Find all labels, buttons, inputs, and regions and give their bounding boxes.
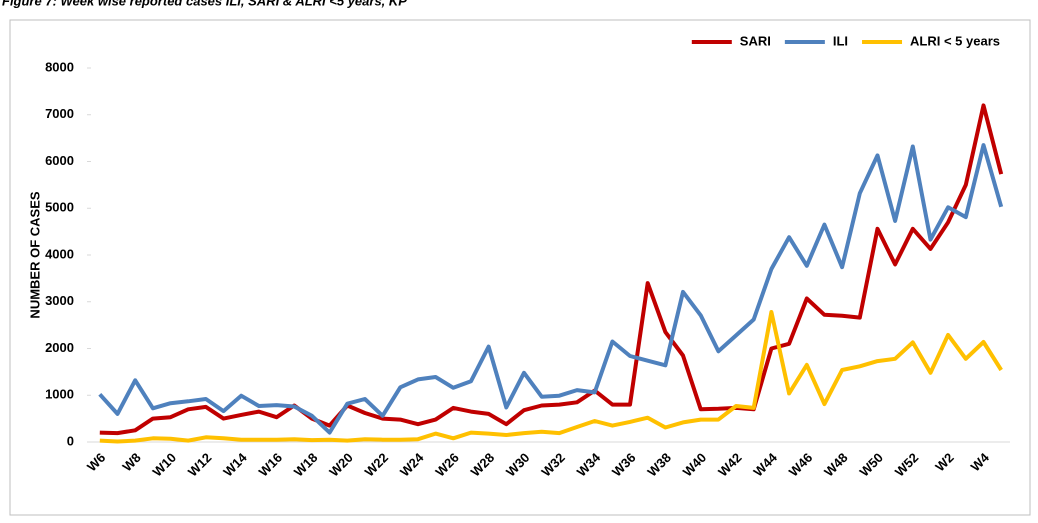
x-tick-label: W32 bbox=[538, 450, 568, 480]
x-tick-label: W6 bbox=[84, 450, 108, 474]
y-tick-label: 1000 bbox=[45, 387, 74, 402]
x-tick-label: W18 bbox=[291, 450, 321, 480]
x-tick-label: W48 bbox=[821, 450, 851, 480]
x-tick-label: W8 bbox=[119, 450, 143, 474]
x-tick-label: W46 bbox=[786, 450, 816, 480]
y-tick-label: 4000 bbox=[45, 246, 74, 261]
line-series bbox=[98, 143, 1004, 435]
x-tick-label: W50 bbox=[856, 450, 886, 480]
legend-label: ALRI < 5 years bbox=[910, 33, 1000, 48]
y-tick-label: 2000 bbox=[45, 340, 74, 355]
x-tick-label: W34 bbox=[574, 449, 604, 479]
x-tick-label: W36 bbox=[609, 450, 639, 480]
x-tick-label: W24 bbox=[397, 449, 427, 479]
x-tick-label: W20 bbox=[326, 450, 356, 480]
y-tick-label: 7000 bbox=[45, 106, 74, 121]
chart-border bbox=[9, 19, 1031, 516]
legend-label: ILI bbox=[833, 33, 848, 48]
y-tick-label: 3000 bbox=[45, 293, 74, 308]
line-series bbox=[99, 310, 1003, 444]
y-tick-label: 6000 bbox=[45, 153, 74, 168]
x-tick-label: W22 bbox=[362, 450, 392, 480]
x-tick-label: W26 bbox=[432, 450, 462, 480]
x-tick-label: W14 bbox=[220, 449, 250, 479]
y-tick-label: 5000 bbox=[45, 200, 74, 215]
y-tick-label: 8000 bbox=[45, 59, 74, 74]
x-tick-label: W10 bbox=[150, 450, 180, 480]
line-series bbox=[99, 103, 1004, 436]
x-tick-label: W38 bbox=[644, 450, 674, 480]
y-tick-label: 0 bbox=[67, 433, 74, 448]
x-tick-label: W16 bbox=[256, 450, 286, 480]
y-axis-label: NUMBER OF CASES bbox=[27, 191, 42, 318]
x-tick-label: W52 bbox=[892, 450, 922, 480]
chart-title: Figure 7: Week wise reported cases ILI, … bbox=[2, 0, 407, 8]
legend-label: SARI bbox=[740, 33, 771, 48]
x-tick-label: W42 bbox=[715, 450, 745, 480]
x-tick-label: W28 bbox=[468, 450, 498, 480]
x-tick-label: W40 bbox=[680, 450, 710, 480]
x-tick-label: W44 bbox=[750, 449, 780, 479]
x-tick-label: W30 bbox=[503, 450, 533, 480]
x-tick-label: W2 bbox=[932, 450, 956, 474]
x-tick-label: W12 bbox=[185, 450, 215, 480]
x-tick-label: W4 bbox=[968, 449, 993, 474]
